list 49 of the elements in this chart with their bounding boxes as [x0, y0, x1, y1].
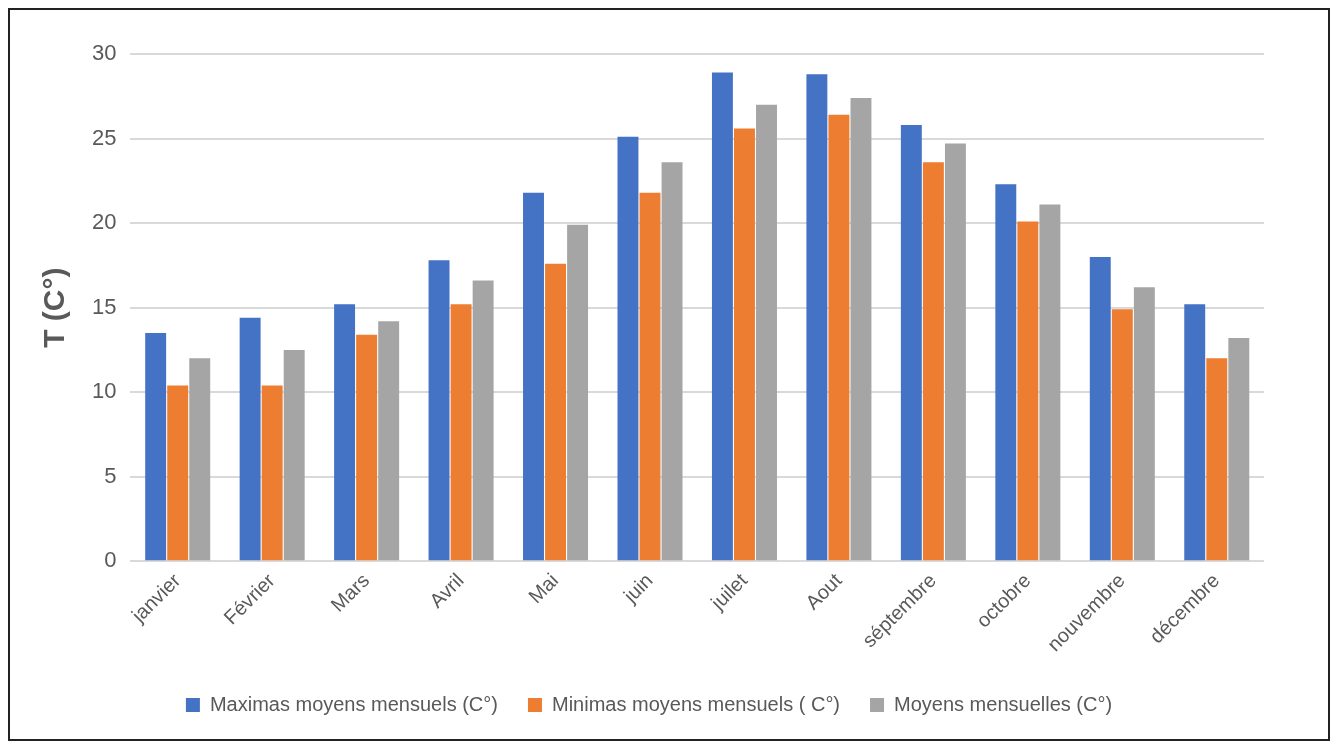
- bar: [806, 74, 828, 561]
- bar: [1206, 358, 1228, 561]
- bar: [1133, 287, 1155, 561]
- bar: [145, 333, 167, 561]
- bar: [239, 317, 261, 561]
- bar: [1228, 338, 1250, 561]
- x-tick-label: juin: [618, 568, 657, 608]
- y-tick-label: 20: [91, 209, 117, 235]
- bar: [995, 184, 1017, 561]
- bar: [1039, 204, 1061, 561]
- bar: [450, 304, 472, 561]
- y-tick-label: 0: [104, 547, 117, 573]
- bar: [189, 358, 211, 561]
- bar: [617, 136, 639, 561]
- bar: [545, 263, 567, 561]
- y-tick-label: 15: [91, 293, 117, 319]
- bar: [567, 224, 589, 561]
- bar: [283, 349, 305, 561]
- y-tick-label: 30: [91, 40, 117, 66]
- bar: [828, 114, 850, 561]
- bar: [356, 334, 378, 561]
- bar: [734, 128, 755, 561]
- bar: [944, 143, 966, 561]
- bar: [167, 385, 189, 561]
- y-tick-label: 25: [91, 124, 117, 150]
- bar: [472, 280, 494, 561]
- y-tick-label: 5: [104, 462, 117, 488]
- bar: [900, 125, 922, 561]
- bar: [711, 72, 733, 561]
- bar: [334, 304, 356, 561]
- bar: [1089, 256, 1111, 561]
- bar: [428, 260, 450, 561]
- legend-label: Maximas moyens mensuels (C°): [209, 692, 498, 715]
- bar: [756, 104, 777, 561]
- bar: [1017, 221, 1039, 561]
- bar: [378, 321, 400, 561]
- y-axis-title: T (C°): [37, 267, 71, 348]
- bar: [850, 97, 872, 561]
- bar: [661, 162, 683, 561]
- legend-label: Minimas moyens mensuels ( C°): [551, 692, 841, 715]
- bar: [1184, 304, 1206, 561]
- x-tick-label: Mai: [523, 568, 563, 608]
- bar: [922, 162, 944, 561]
- bar: [261, 385, 283, 561]
- bar: [639, 192, 661, 561]
- bar: [1111, 309, 1133, 561]
- bar: [523, 192, 544, 561]
- y-tick-label: 10: [91, 378, 117, 404]
- legend-label: Moyens mensuelles (C°): [894, 692, 1113, 715]
